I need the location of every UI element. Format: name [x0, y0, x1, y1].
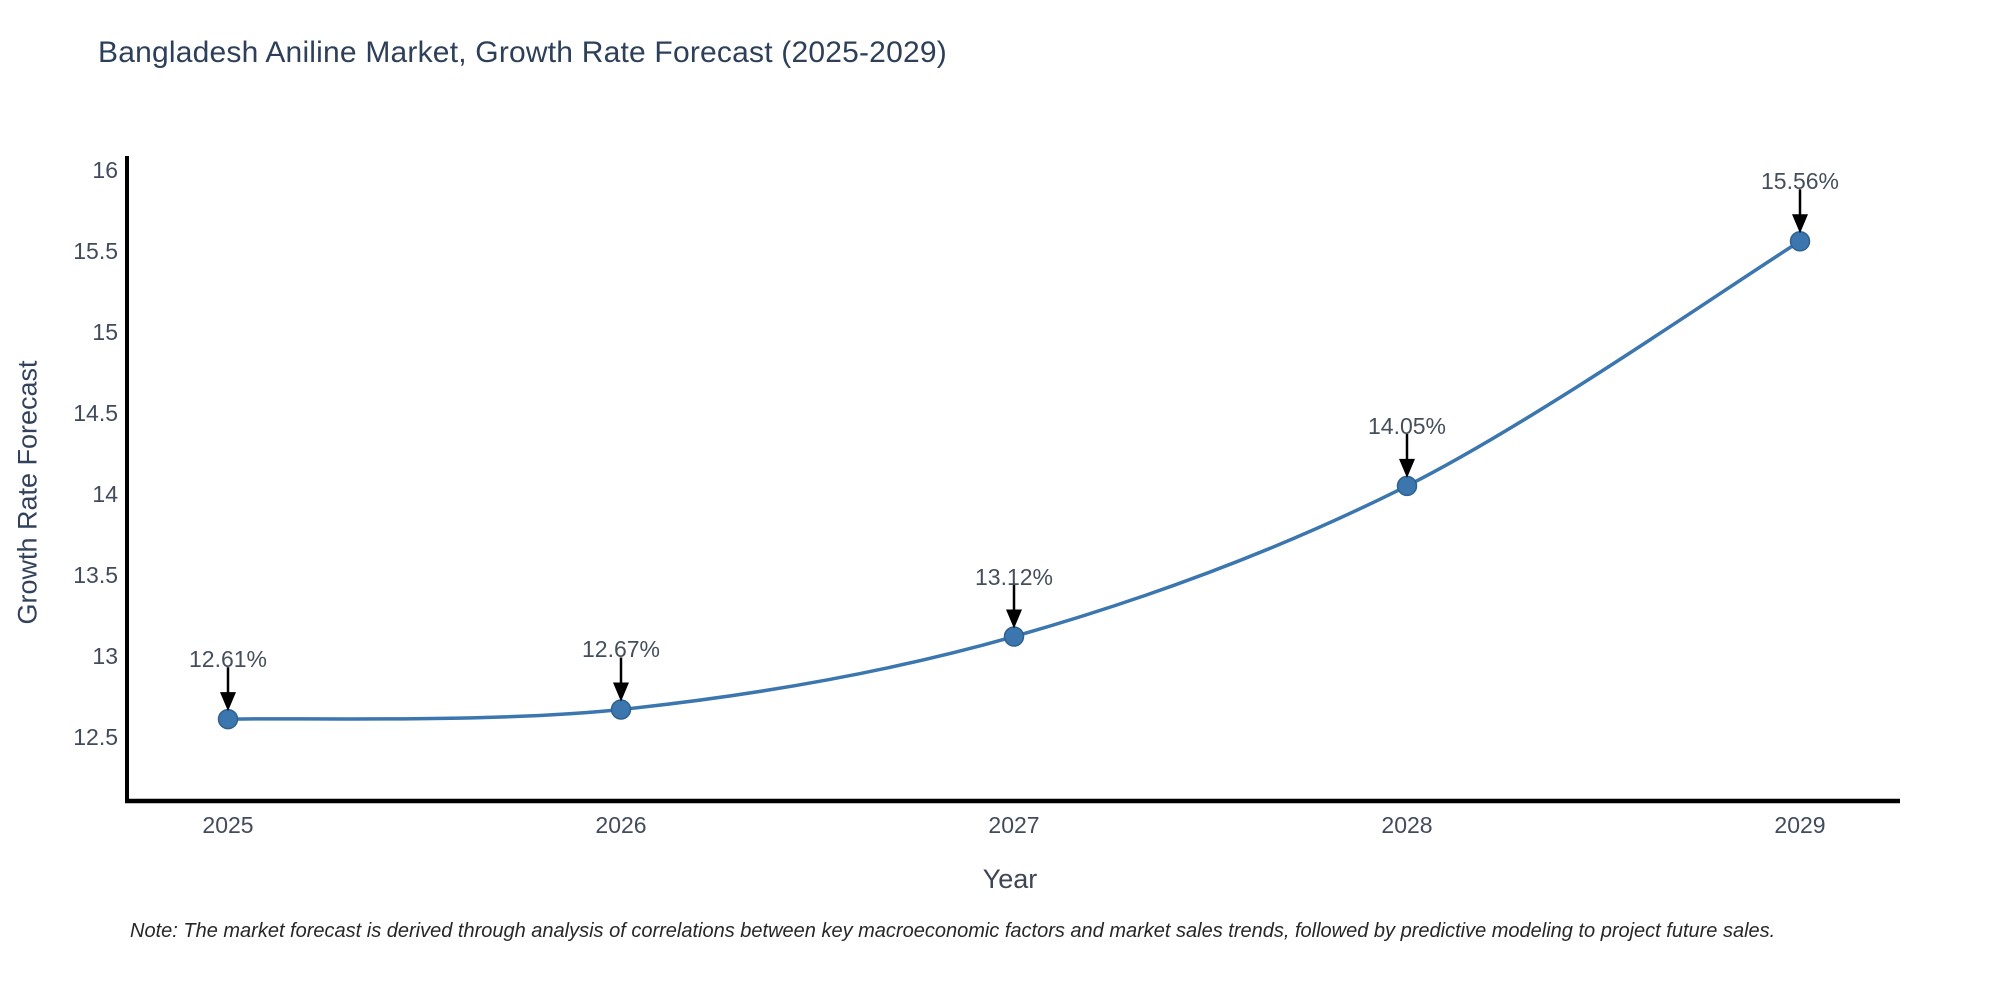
x-tick-label: 2029: [1774, 812, 1826, 838]
x-tick-label: 2028: [1381, 812, 1433, 838]
point-value-label: 14.05%: [1367, 412, 1446, 439]
annotation-arrow-head: [1006, 609, 1022, 629]
data-point-marker: [1396, 475, 1418, 497]
data-point-marker: [610, 699, 632, 720]
series-line: [226, 239, 1802, 721]
y-tick-label: 14.5: [73, 400, 118, 426]
y-tick-label: 15: [92, 319, 118, 345]
point-value-label: 12.61%: [188, 646, 267, 673]
point-value-label: 15.56%: [1760, 168, 1839, 195]
y-tick-label: 12.5: [73, 724, 118, 750]
annotation-arrow-head: [220, 692, 236, 712]
x-tick-label: 2026: [595, 812, 647, 838]
data-point-marker: [1003, 626, 1025, 647]
annotation-arrow-head: [1399, 458, 1415, 478]
x-axis-title: Year: [982, 864, 1038, 894]
y-tick-label: 13.5: [73, 562, 118, 588]
data-point-marker: [217, 708, 239, 730]
point-value-label: 12.67%: [581, 636, 660, 663]
y-tick-label: 14: [92, 481, 118, 507]
chart-title: Bangladesh Aniline Market, Growth Rate F…: [98, 36, 947, 69]
y-tick-label: 15.5: [73, 238, 118, 264]
y-tick-label: 16: [92, 157, 118, 183]
point-value-label: 13.12%: [974, 563, 1053, 590]
x-tick-label: 2025: [202, 812, 254, 838]
data-point-marker: [1789, 231, 1811, 252]
annotation-arrow-head: [613, 682, 629, 702]
series-markers: [217, 231, 1811, 730]
x-tick-label: 2027: [988, 812, 1040, 838]
y-tick-label: 13: [92, 643, 118, 669]
annotation-arrow-head: [1792, 214, 1808, 234]
annotation-arrows: [220, 189, 1808, 712]
chart-note: Note: The market forecast is derived thr…: [130, 920, 1776, 942]
